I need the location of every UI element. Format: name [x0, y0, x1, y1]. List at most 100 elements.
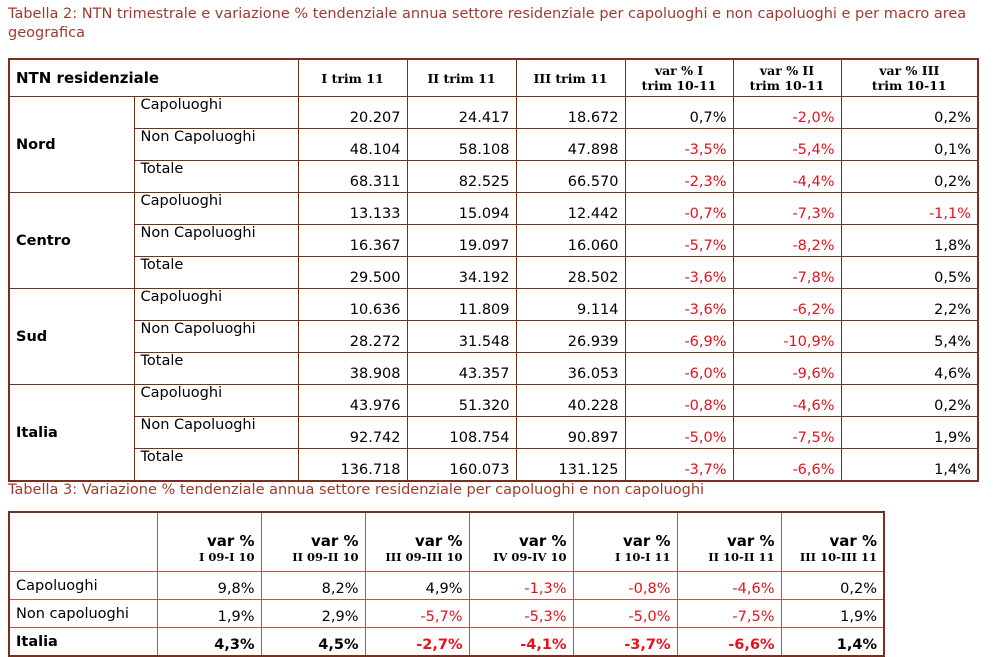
cell-text: IV 09-IV 10	[493, 550, 567, 564]
cell-text: 40.228	[567, 398, 619, 414]
value-cell: 19.097	[406, 224, 517, 257]
value-cell: -4,6%	[732, 384, 842, 417]
value-cell: -7,3%	[732, 192, 842, 225]
cell-text: -3,5%	[684, 142, 727, 158]
cell-text: Capoluoghi	[16, 577, 98, 594]
value-cell: 51.320	[406, 384, 517, 417]
cell-text: 28.272	[349, 334, 401, 350]
value-cell: 0,7%	[624, 96, 734, 129]
row-label: Capoluoghi	[8, 571, 158, 600]
cell-text: 0,2%	[934, 110, 972, 126]
cell-text: -6,0%	[684, 366, 727, 382]
cell-text: 8,2%	[321, 581, 359, 597]
cell-text: 2,9%	[321, 609, 359, 625]
cell-text: -6,9%	[684, 334, 727, 350]
cell-text: I 09-I 10	[198, 550, 255, 564]
cell-text: 4,9%	[425, 581, 463, 597]
row-label: Capoluoghi	[133, 288, 299, 321]
cell-text: -6,6%	[728, 637, 775, 653]
cell-text: 20.207	[349, 110, 401, 126]
cell-text: 48.104	[349, 142, 401, 158]
cell-text: 29.500	[349, 270, 401, 286]
cell-text: 4,3%	[214, 637, 255, 653]
cell-text: 131.125	[558, 462, 619, 478]
value-cell: -6,9%	[624, 320, 734, 353]
cell-text: 4,6%	[934, 366, 972, 382]
cell-text: -7,8%	[792, 270, 835, 286]
value-cell: -7,8%	[732, 256, 842, 289]
row-label: Non capoluoghi	[8, 599, 158, 628]
value-cell: 1,4%	[780, 627, 885, 657]
cell-text: var %	[726, 532, 775, 550]
cell-text: 108.754	[449, 430, 510, 446]
cell-text: var %	[414, 532, 463, 550]
table-row: Non Capoluoghi 92.742 108.754 90.897 -5,0% -7…	[9, 416, 979, 449]
value-cell: -3,5%	[624, 128, 734, 161]
value-cell: 9.114	[515, 288, 626, 321]
header-cell: var % II 09-II 10	[260, 511, 366, 572]
cell-text: Italia	[16, 424, 58, 441]
row-label: Totale	[133, 448, 299, 482]
value-cell: 108.754	[406, 416, 517, 449]
table-row: Italia Capoluoghi 43.976 51.320 40.228 -0,8% -…	[8, 384, 979, 482]
row-label: Capoluoghi	[133, 384, 299, 417]
cell-text: -4,4%	[792, 174, 835, 190]
value-cell: 2,9%	[260, 599, 366, 628]
cell-text: 0,2%	[840, 581, 877, 597]
table-title: Tabella 3: Variazione % tendenziale annu…	[8, 482, 705, 498]
row-label: Non Capoluoghi	[133, 320, 299, 353]
value-cell: 4,3%	[156, 627, 262, 657]
row-label: Totale	[133, 256, 299, 289]
value-cell: 4,5%	[260, 627, 366, 657]
table-row: Centro Capoluoghi 13.133 15.094 12.442 -0,7% -…	[8, 192, 979, 289]
cell-text: 24.417	[458, 110, 510, 126]
value-cell: 48.104	[297, 128, 408, 161]
table-title: Tabella 2: NTN trimestrale e variazione …	[8, 6, 967, 41]
cell-text: -5,3%	[524, 609, 567, 625]
row-label: Capoluoghi	[133, 96, 299, 129]
cell-text: -4,6%	[792, 398, 835, 414]
value-cell: -5,4%	[732, 128, 842, 161]
value-cell: 68.311	[297, 160, 408, 193]
value-cell: -4,1%	[468, 627, 574, 657]
cell-text: Capoluoghi	[140, 97, 223, 113]
value-cell: 82.525	[406, 160, 517, 193]
cell-text: -5,7%	[684, 238, 727, 254]
cell-text: 90.897	[567, 430, 619, 446]
table-row: Totale 68.311 82.525 66.570 -2,3% -4,4% 0,2%	[9, 160, 979, 193]
region-cell: Centro	[8, 192, 135, 289]
cell-text: 12.442	[567, 206, 619, 222]
table: var % I 09-I 10 var % II 09-II 10 var % III 0…	[8, 511, 885, 657]
header-cell: I trim 11	[297, 58, 408, 97]
value-cell: 34.192	[406, 256, 517, 289]
cell-text: 15.094	[458, 206, 510, 222]
value-cell: 29.500	[297, 256, 408, 289]
cell-text: 47.898	[567, 142, 619, 158]
cell-text: -0,8%	[684, 398, 727, 414]
cell-text: -5,0%	[628, 609, 671, 625]
value-cell: 90.897	[515, 416, 626, 449]
value-cell: -2,7%	[364, 627, 470, 657]
cell-text: trim 10-11	[641, 78, 717, 93]
cell-text: -7,5%	[792, 430, 835, 446]
cell-text: 4,5%	[318, 637, 359, 653]
value-cell: 136.718	[297, 448, 408, 482]
header-cell	[8, 511, 158, 572]
cell-text: Non capoluoghi	[16, 605, 129, 622]
cell-text: 92.742	[349, 430, 401, 446]
cell-text: 43.357	[458, 366, 510, 382]
cell-text: 13.133	[349, 206, 401, 222]
cell-text: 0,7%	[689, 110, 727, 126]
value-cell: -6,6%	[732, 448, 842, 482]
header-cell: var % I 10-I 11	[572, 511, 678, 572]
cell-text: -4,6%	[732, 581, 775, 597]
value-cell: -5,3%	[468, 599, 574, 628]
cell-text: 43.976	[349, 398, 401, 414]
cell-text: Totale	[140, 353, 184, 369]
header-cell: var % II 10-II 11	[676, 511, 782, 572]
value-cell: -5,7%	[624, 224, 734, 257]
cell-text: trim 10-11	[871, 78, 947, 93]
value-cell: -9,6%	[732, 352, 842, 385]
value-cell: 1,9%	[840, 416, 979, 449]
cell-text: trim 10-11	[749, 78, 825, 93]
